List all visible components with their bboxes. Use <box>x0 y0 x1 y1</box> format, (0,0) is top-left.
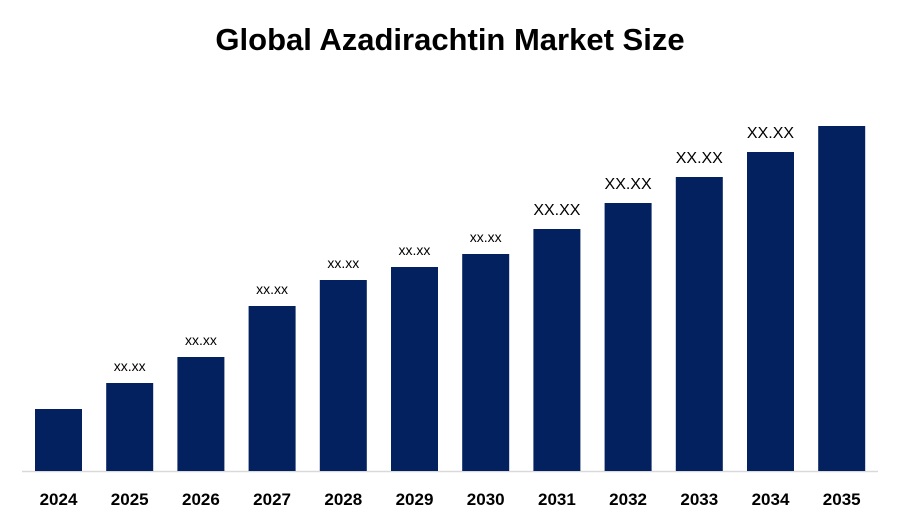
bar-2025 <box>106 383 154 471</box>
bar-2035 <box>818 126 866 471</box>
x-tick-label: 2026 <box>182 490 220 509</box>
x-tick-label: 2031 <box>538 490 576 509</box>
x-tick-label: 2035 <box>823 490 861 509</box>
bar-2033 <box>675 177 723 471</box>
x-tick-label: 2033 <box>680 490 718 509</box>
bar-2028 <box>319 280 367 471</box>
x-tick-label: 2030 <box>467 490 505 509</box>
bar-2032 <box>604 203 652 471</box>
bar-2029 <box>391 267 438 471</box>
data-label: xx.xx <box>399 242 431 258</box>
data-label: XX.XX <box>533 202 580 219</box>
bar-2024 <box>35 409 82 471</box>
data-label: xx.xx <box>327 255 359 271</box>
bar-2026 <box>177 357 225 471</box>
bar-2031 <box>533 229 581 471</box>
data-label: XX.XX <box>605 176 652 193</box>
x-tick-label: 2032 <box>609 490 647 509</box>
bar-2034 <box>747 152 794 471</box>
data-label: XX.XX <box>747 125 794 142</box>
data-label: XX.XX <box>676 150 723 167</box>
x-tick-label: 2027 <box>253 490 291 509</box>
data-label: xx.xx <box>185 332 217 348</box>
bar-2030 <box>462 254 510 471</box>
data-label: xx.xx <box>114 358 146 374</box>
x-tick-label: 2024 <box>40 490 78 509</box>
x-tick-label: 2028 <box>324 490 362 509</box>
x-tick-label: 2029 <box>396 490 434 509</box>
bar-2027 <box>248 306 296 471</box>
data-label: xx.xx <box>256 281 288 297</box>
x-tick-label: 2025 <box>111 490 149 509</box>
x-tick-label: 2034 <box>752 490 790 509</box>
data-label: xx.xx <box>470 229 502 245</box>
chart-title: Global Azadirachtin Market Size <box>215 22 684 57</box>
